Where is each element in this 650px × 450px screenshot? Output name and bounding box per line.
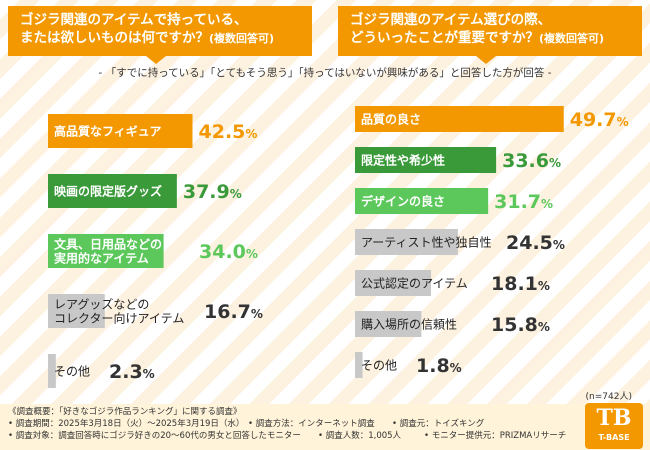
left-question-title: ゴジラ関連のアイテムで持っている、 または欲しいものは何ですか？(複数回答可) xyxy=(20,12,275,46)
value-label: 37.9% xyxy=(183,181,242,203)
sample-size-note: (n=742人) xyxy=(585,392,632,402)
category-label: 購入場所の信頼性 xyxy=(361,317,457,331)
bar xyxy=(48,354,56,388)
value-label: 2.3% xyxy=(109,361,155,383)
bar-group: その他 1.8% xyxy=(355,352,462,378)
category-label: 品質の良さ xyxy=(361,111,421,126)
category-label: 公式認定のアイテム xyxy=(361,275,468,290)
bar-group: その他 2.3% xyxy=(48,354,155,388)
bar xyxy=(355,147,497,173)
left-header-bubble xyxy=(8,6,312,64)
bar xyxy=(355,188,489,214)
logo-mark: TB xyxy=(596,405,632,431)
category-label: 限定性や希少性 xyxy=(361,152,445,167)
bar-group: 品質の良さ 49.7% xyxy=(355,106,629,132)
bar xyxy=(355,352,363,378)
footer-title: 《調査概要：「好きなゴジラ作品ランキング」に関する調査》 xyxy=(8,407,242,417)
value-label: 42.5% xyxy=(199,121,258,143)
footer-source: • 調査元：トイズキング xyxy=(392,419,485,429)
category-label: レアグッズなどのコレクター向けアイテム xyxy=(54,296,184,325)
category-label: デザインの良さ xyxy=(361,193,445,208)
category-label: アーティスト性や独自性 xyxy=(361,235,492,249)
bar-group: 高品質なフィギュア 42.5% xyxy=(48,114,257,148)
right-header-bubble xyxy=(338,6,642,64)
footer-target: • 調査対象：調査回答時にゴジラ好きの20〜60代の男女と回答したモニター xyxy=(8,431,301,441)
bar xyxy=(355,229,458,255)
right-question-title: ゴジラ関連のアイテム選びの際、 どういったことが重要ですか？(複数回答可) xyxy=(350,12,605,46)
tbase-logo: TB T-BASE xyxy=(585,403,643,449)
category-label: 映画の限定版グッズ xyxy=(54,183,162,198)
bar-group: 購入場所の信頼性 15.8% xyxy=(355,311,550,337)
value-label: 16.7% xyxy=(204,301,263,323)
bar xyxy=(355,270,432,296)
value-label: 18.1% xyxy=(491,273,550,295)
header-shapes xyxy=(8,6,642,64)
bar xyxy=(48,294,105,328)
bar-group: 映画の限定版グッズ 37.9% xyxy=(48,174,242,208)
bar-group: レアグッズなどのコレクター向けアイテム 16.7% xyxy=(48,294,263,328)
bar xyxy=(48,174,177,208)
value-label: 49.7% xyxy=(570,109,629,131)
footer-method: • 調査方法：インターネット調査 xyxy=(248,419,375,429)
survey-subtitle: - 「すでに持っている」「とてもそう思う」「持ってはいないが興味がある」と回答し… xyxy=(98,67,552,79)
value-label: 15.8% xyxy=(491,314,550,336)
category-label: 文具、日用品などの実用的なアイテム xyxy=(54,236,162,265)
value-label: 31.7% xyxy=(494,191,553,213)
footer-period: • 調査期間：2025年3月18日（火）〜2025年3月19日（水） xyxy=(8,419,245,429)
bar-group: アーティスト性や独自性 24.5% xyxy=(355,229,565,255)
bar xyxy=(48,234,164,268)
category-label: 高品質なフィギュア xyxy=(54,123,162,138)
right-bar-chart: 品質の良さ 49.7% 限定性や希少性 33.6% デザインの良さ 31.7% アーティスト… xyxy=(355,106,629,378)
bar xyxy=(48,114,193,148)
value-label: 24.5% xyxy=(506,232,565,254)
bar-group: 公式認定のアイテム 18.1% xyxy=(355,270,550,296)
logo-text: T-BASE xyxy=(598,433,630,442)
category-label: その他 xyxy=(54,364,90,378)
survey-footer: 《調査概要：「好きなゴジラ作品ランキング」に関する調査》 • 調査期間：2025… xyxy=(0,404,650,450)
bar xyxy=(355,311,422,337)
value-label: 1.8% xyxy=(416,355,462,377)
value-label: 33.6% xyxy=(502,150,561,172)
bar xyxy=(355,106,564,132)
left-bar-chart: 高品質なフィギュア 42.5% 映画の限定版グッズ 37.9% 文具、日用品などの実用的… xyxy=(48,114,263,388)
category-label: その他 xyxy=(361,358,397,372)
footer-count: • 調査人数：1,005人 xyxy=(318,431,402,441)
bar-group: 限定性や希少性 33.6% xyxy=(355,147,561,173)
value-label: 34.0% xyxy=(199,241,258,263)
footer-provider: • モニター提供元：PRIZMAリサーチ xyxy=(424,431,567,441)
bar-group: デザインの良さ 31.7% xyxy=(355,188,553,214)
bar-group: 文具、日用品などの実用的なアイテム 34.0% xyxy=(48,234,258,268)
